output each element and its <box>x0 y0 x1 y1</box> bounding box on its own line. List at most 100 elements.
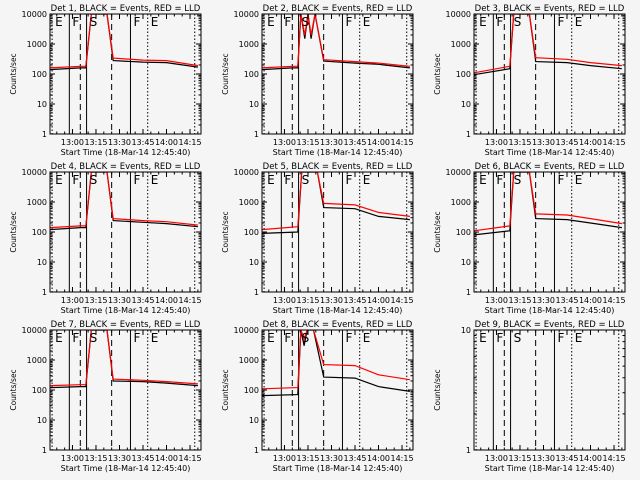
event-marker-label: F <box>557 173 564 187</box>
event-marker-label: F <box>496 15 503 29</box>
panel-title: Det 5, BLACK = Events, RED = LLD <box>263 162 413 172</box>
x-tick-label: 13:15 <box>84 138 107 147</box>
series-line-lld <box>50 172 198 229</box>
axes-frame <box>49 171 202 293</box>
series-line-lld <box>50 330 198 387</box>
event-marker-label: S <box>90 173 98 187</box>
x-axis-label: Start Time (18-Mar-14 12:45:40) <box>485 464 615 473</box>
y-tick-label: 10 <box>249 258 259 267</box>
panel-title: Det 2, BLACK = Events, RED = LLD <box>263 4 413 14</box>
event-marker-label: F <box>345 173 352 187</box>
x-tick-label: 13:00 <box>61 138 84 147</box>
y-tick-label: 1000 <box>239 356 259 365</box>
x-axis-label: Start Time (18-Mar-14 12:45:40) <box>61 306 191 315</box>
event-marker-label: E <box>575 331 583 345</box>
x-tick-label: 13:15 <box>84 454 107 463</box>
event-marker-label: E <box>479 173 487 187</box>
x-tick-label: 13:45 <box>343 138 366 147</box>
y-tick-label: 1000 <box>27 198 47 207</box>
x-tick-label: 14:15 <box>178 454 201 463</box>
x-tick-label: 13:15 <box>296 454 319 463</box>
y-axis-label: Counts/sec <box>433 53 442 94</box>
event-marker-label: E <box>479 331 487 345</box>
event-marker-label: E <box>55 331 63 345</box>
x-tick-label: 13:30 <box>532 138 555 147</box>
y-axis-label: Counts/sec <box>433 369 442 410</box>
event-marker-label: E <box>267 331 275 345</box>
panel-title: Det 4, BLACK = Events, RED = LLD <box>51 162 201 172</box>
event-marker-label: E <box>363 15 371 29</box>
plot-area <box>262 14 410 134</box>
x-tick-label: 14:15 <box>602 296 625 305</box>
series-line-events <box>50 330 198 389</box>
y-tick-label: 100 <box>244 70 259 79</box>
x-tick-label: 13:15 <box>508 138 531 147</box>
y-tick-label: 1 <box>254 446 259 455</box>
y-tick-label: 10000 <box>234 326 259 335</box>
series-line-lld <box>474 172 622 232</box>
event-marker-label: S <box>302 173 310 187</box>
event-marker-label: S <box>514 331 522 345</box>
series-line-lld <box>262 330 410 390</box>
y-axis-label: Counts/sec <box>221 369 230 410</box>
y-axis-label: Counts/sec <box>433 211 442 252</box>
event-marker-label: F <box>133 331 140 345</box>
x-tick-label: 14:15 <box>390 454 413 463</box>
x-tick-label: 13:00 <box>485 296 508 305</box>
x-tick-label: 13:15 <box>296 296 319 305</box>
y-tick-label: 100 <box>32 228 47 237</box>
x-axis-label: Start Time (18-Mar-14 12:45:40) <box>485 306 615 315</box>
x-tick-label: 13:45 <box>343 454 366 463</box>
y-tick-label: 1 <box>254 130 259 139</box>
x-tick-label: 14:15 <box>178 138 201 147</box>
x-tick-label: 13:30 <box>108 296 131 305</box>
x-axis-label: Start Time (18-Mar-14 12:45:40) <box>273 306 403 315</box>
event-marker-label: F <box>557 15 564 29</box>
axes-frame <box>261 329 414 451</box>
event-marker-label: S <box>514 173 522 187</box>
y-tick-label: 10000 <box>234 10 259 19</box>
event-marker-label: F <box>284 15 291 29</box>
y-tick-label: 1 <box>466 446 471 455</box>
x-tick-label: 13:00 <box>485 138 508 147</box>
y-tick-label: 1 <box>466 288 471 297</box>
x-tick-label: 13:00 <box>273 296 296 305</box>
plot-area <box>262 172 410 292</box>
y-tick-label: 10 <box>249 100 259 109</box>
x-tick-label: 14:00 <box>579 454 602 463</box>
event-marker-label: F <box>345 331 352 345</box>
x-axis-label: Start Time (18-Mar-14 12:45:40) <box>61 148 191 157</box>
event-marker-label: F <box>72 331 79 345</box>
event-marker-label: F <box>496 331 503 345</box>
x-tick-label: 13:00 <box>61 454 84 463</box>
y-tick-label: 10 <box>37 100 47 109</box>
event-marker-label: F <box>557 331 564 345</box>
x-tick-label: 13:00 <box>273 138 296 147</box>
y-tick-label: 10 <box>249 416 259 425</box>
y-tick-label: 1000 <box>27 356 47 365</box>
panel-title: Det 9, BLACK = Events, RED = LLD <box>475 320 625 330</box>
y-tick-label: 100 <box>32 386 47 395</box>
x-tick-label: 14:15 <box>390 296 413 305</box>
x-tick-label: 13:15 <box>296 138 319 147</box>
y-tick-label: 1 <box>42 446 47 455</box>
plot-area <box>474 14 622 134</box>
y-tick-label: 1000 <box>239 40 259 49</box>
x-tick-label: 13:45 <box>131 454 154 463</box>
event-marker-label: E <box>151 173 159 187</box>
x-tick-label: 13:15 <box>508 454 531 463</box>
y-tick-label: 10 <box>461 100 471 109</box>
y-tick-label: 10000 <box>22 168 47 177</box>
x-tick-label: 14:15 <box>602 138 625 147</box>
series-line-lld <box>474 14 622 74</box>
series-line-lld <box>50 14 198 69</box>
y-tick-label: 1 <box>42 288 47 297</box>
y-axis-label: Counts/sec <box>221 53 230 94</box>
